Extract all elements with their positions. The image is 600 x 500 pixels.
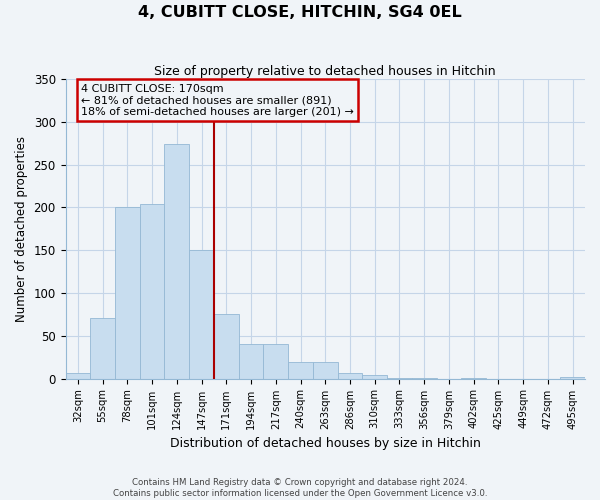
Bar bbox=[140, 204, 164, 378]
X-axis label: Distribution of detached houses by size in Hitchin: Distribution of detached houses by size … bbox=[170, 437, 481, 450]
Title: Size of property relative to detached houses in Hitchin: Size of property relative to detached ho… bbox=[154, 65, 496, 78]
Bar bbox=[263, 344, 288, 378]
Y-axis label: Number of detached properties: Number of detached properties bbox=[15, 136, 28, 322]
Bar bbox=[189, 250, 214, 378]
Text: Contains HM Land Registry data © Crown copyright and database right 2024.
Contai: Contains HM Land Registry data © Crown c… bbox=[113, 478, 487, 498]
Bar bbox=[115, 206, 140, 378]
Bar bbox=[90, 318, 115, 378]
Bar bbox=[239, 344, 263, 378]
Bar bbox=[362, 375, 387, 378]
Bar bbox=[164, 144, 189, 378]
Bar bbox=[313, 362, 338, 378]
Bar bbox=[338, 374, 362, 378]
Bar bbox=[560, 377, 585, 378]
Text: 4, CUBITT CLOSE, HITCHIN, SG4 0EL: 4, CUBITT CLOSE, HITCHIN, SG4 0EL bbox=[138, 5, 462, 20]
Bar bbox=[65, 372, 90, 378]
Bar bbox=[214, 314, 239, 378]
Bar bbox=[288, 362, 313, 378]
Text: 4 CUBITT CLOSE: 170sqm
← 81% of detached houses are smaller (891)
18% of semi-de: 4 CUBITT CLOSE: 170sqm ← 81% of detached… bbox=[81, 84, 354, 117]
